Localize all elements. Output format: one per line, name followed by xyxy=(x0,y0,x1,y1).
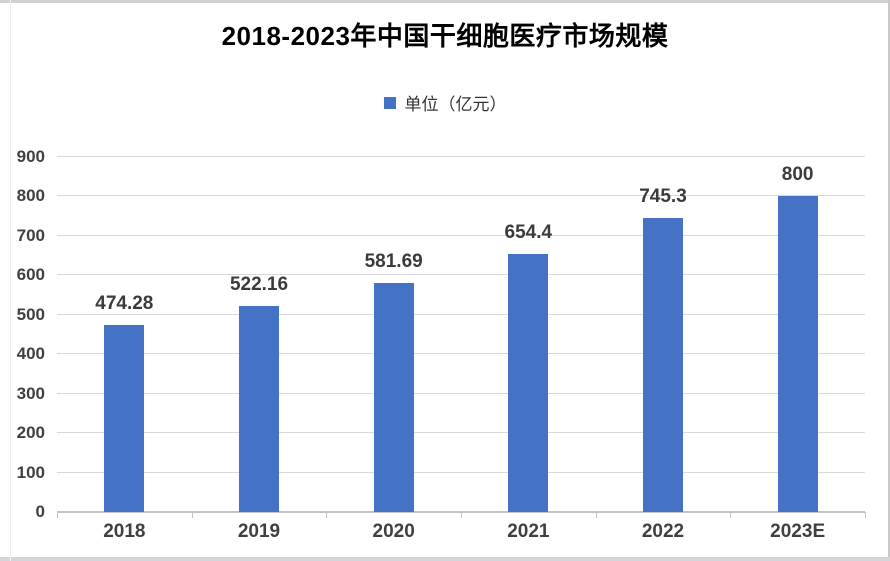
x-axis-tick-label: 2023E xyxy=(770,521,826,542)
window-frame-bottom-edge xyxy=(0,557,890,561)
gridline xyxy=(57,432,865,434)
x-axis-tick xyxy=(326,512,328,518)
x-axis-tick xyxy=(57,512,58,518)
y-axis-tick-label: 800 xyxy=(16,186,45,206)
window-frame-right-edge xyxy=(888,0,890,561)
y-axis-tick-label: 100 xyxy=(16,462,45,482)
gridline xyxy=(57,313,865,315)
chart-title: 2018-2023年中国干细胞医疗市场规模 xyxy=(221,21,669,51)
x-axis-tick xyxy=(595,512,597,518)
y-axis-tick-label: 400 xyxy=(16,344,45,364)
bar-value-label: 654.4 xyxy=(504,221,553,243)
gridline xyxy=(57,274,865,276)
gridline xyxy=(57,234,865,236)
y-axis-tick-label: 700 xyxy=(16,225,45,245)
legend-swatch-icon xyxy=(383,96,396,109)
y-axis-tick-label: 200 xyxy=(16,423,45,443)
bar xyxy=(777,196,818,512)
x-axis-tick xyxy=(191,512,193,518)
bar xyxy=(508,253,549,512)
bar-value-label: 474.28 xyxy=(95,292,154,314)
x-axis-tick-label: 2018 xyxy=(103,521,146,542)
y-axis-tick-label: 600 xyxy=(16,265,45,285)
bar xyxy=(643,218,683,512)
bar xyxy=(104,324,145,512)
window-frame-left-edge xyxy=(10,0,11,561)
gridline xyxy=(57,156,865,157)
y-axis-tick-label: 500 xyxy=(16,304,45,324)
bar-value-label: 522.16 xyxy=(229,274,289,296)
bar-value-label: 800 xyxy=(781,164,814,186)
x-axis-tick xyxy=(730,512,732,518)
gridline xyxy=(57,195,865,197)
legend: 单位（亿元） xyxy=(0,90,890,115)
bar-value-label: 581.69 xyxy=(364,250,423,272)
bar xyxy=(239,306,279,512)
x-axis-tick-label: 2022 xyxy=(641,521,685,542)
x-axis-tick-label: 2021 xyxy=(507,521,550,542)
x-axis-tick xyxy=(461,512,462,518)
gridline xyxy=(57,471,865,473)
x-axis-tick-label: 2019 xyxy=(237,521,281,542)
x-axis-tick-label: 2020 xyxy=(372,521,415,542)
window-frame-top-edge xyxy=(0,0,890,3)
gridline xyxy=(57,392,865,394)
y-axis-tick-label: 300 xyxy=(16,383,45,403)
gridline xyxy=(57,353,865,355)
x-axis-tick xyxy=(865,512,866,518)
bar xyxy=(373,282,414,512)
y-axis-tick-label: 900 xyxy=(16,147,45,166)
bar-value-label: 745.3 xyxy=(639,186,687,208)
legend-label: 单位（亿元） xyxy=(404,95,507,114)
y-axis-tick-label: 0 xyxy=(35,502,45,521)
